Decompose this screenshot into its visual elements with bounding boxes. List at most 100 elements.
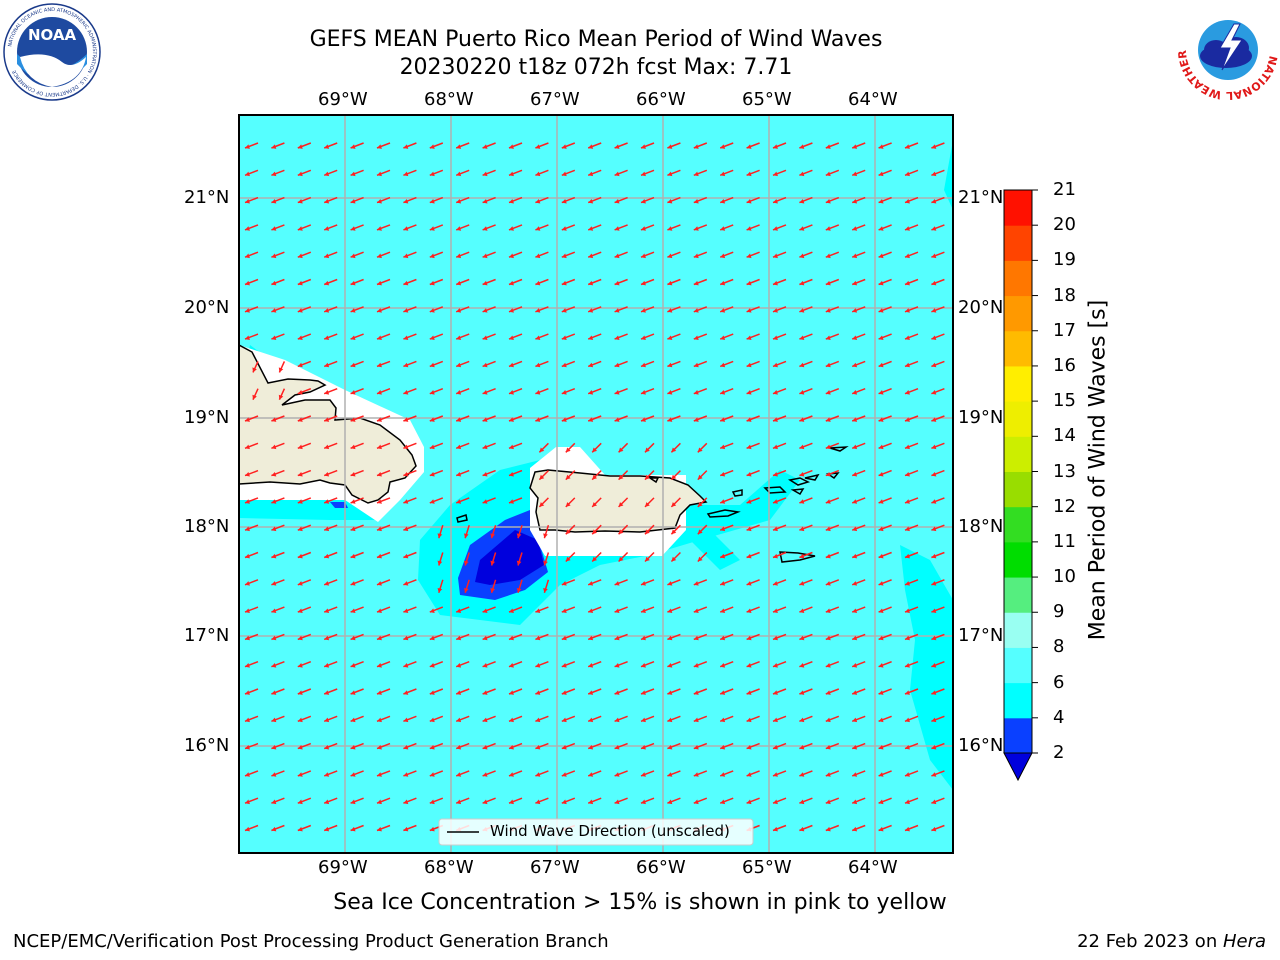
wind-arrow-head xyxy=(773,308,778,313)
wind-arrow-head xyxy=(561,253,567,259)
wind-arrow-head xyxy=(905,744,910,750)
lon-label-bottom: 66°W xyxy=(636,857,686,878)
colorbar-tick-label: 8 xyxy=(1053,636,1065,658)
wind-arrow-head xyxy=(271,471,277,477)
colorbar-under-triangle xyxy=(1003,752,1033,782)
wind-arrow-head xyxy=(825,553,831,559)
wind-arrow-head xyxy=(403,335,409,340)
nws-logo: NATIONAL WEATHER SERVICE xyxy=(1176,0,1280,100)
wind-arrow-head xyxy=(799,772,805,777)
wind-arrow-head xyxy=(697,502,703,507)
wind-arrow-head xyxy=(297,198,303,204)
wind-arrow-head xyxy=(667,690,673,695)
wind-arrow-head xyxy=(931,335,937,340)
wind-arrow-head xyxy=(641,362,646,368)
wind-arrow-head xyxy=(516,587,522,593)
wind-arrow-head xyxy=(799,335,805,340)
wind-arrow-head xyxy=(746,635,752,641)
wind-arrow-head xyxy=(645,447,650,453)
wind-arrow-head xyxy=(271,335,277,340)
legend-box xyxy=(438,818,754,846)
wind-arrow-head xyxy=(271,171,277,177)
wind-arrow-head xyxy=(592,474,597,480)
wind-arrow-head xyxy=(271,444,277,450)
wind-arrow-head xyxy=(852,690,858,695)
wind-arrow-head xyxy=(377,526,382,532)
wind-arrow-head xyxy=(543,587,548,593)
wind-arrow-head xyxy=(799,417,805,422)
wind-arrow-head xyxy=(878,144,884,149)
wind-arrow-head xyxy=(693,772,699,777)
wind-arrow-head xyxy=(350,226,356,231)
wind-arrow-head xyxy=(825,772,831,777)
lat-label-right: 16°N xyxy=(958,735,1004,756)
wind-arrow-head xyxy=(720,499,726,504)
wind-arrow-head xyxy=(825,444,831,450)
wind-arrow-head xyxy=(588,253,594,259)
wind-arrow-head xyxy=(429,280,435,286)
lat-label-left: 21°N xyxy=(184,187,230,208)
wind-arrow-head xyxy=(693,417,699,422)
wind-arrow-head xyxy=(324,499,330,504)
wind-arrow-head xyxy=(482,390,488,395)
wind-arrow-head xyxy=(324,826,330,832)
wind-arrow-head xyxy=(324,663,330,668)
wind-arrow-head xyxy=(482,499,488,504)
wind-arrow-head xyxy=(720,772,726,777)
wind-arrow-head xyxy=(350,663,356,668)
wind-arrow-head xyxy=(456,144,462,149)
wind-arrow-head xyxy=(773,335,778,340)
wind-arrow-head xyxy=(799,526,805,532)
wind-arrow-head xyxy=(245,553,250,559)
wind-arrow-head xyxy=(588,171,594,177)
wind-arrow-head xyxy=(773,226,778,231)
wind-arrow-head xyxy=(667,581,673,586)
wind-arrow-head xyxy=(825,417,831,422)
wind-arrow-head xyxy=(799,608,805,613)
wind-arrow-head xyxy=(271,417,277,422)
wind-arrow-head xyxy=(931,280,937,286)
wind-arrow-head xyxy=(720,198,726,204)
wind-arrow-head xyxy=(539,474,545,480)
wind-arrow-head xyxy=(456,171,462,177)
wind-arrow-head xyxy=(878,690,884,695)
wind-arrow-head xyxy=(878,308,884,313)
wind-arrow-head xyxy=(878,198,884,204)
wind-arrow-head xyxy=(482,471,488,477)
wind-arrow-head xyxy=(878,553,884,559)
wind-arrow-head xyxy=(931,717,937,723)
wind-arrow-head xyxy=(852,417,858,422)
wind-arrow-head xyxy=(773,253,778,259)
wind-arrow-head xyxy=(693,744,699,750)
wind-arrow-head xyxy=(852,335,858,340)
wind-arrow-head xyxy=(799,799,805,805)
wind-arrow-head xyxy=(350,444,356,450)
wind-arrow-head xyxy=(509,362,514,368)
wind-arrow-head xyxy=(429,663,435,668)
wind-arrow-head xyxy=(592,502,597,507)
wind-arrow-head xyxy=(852,717,858,723)
wind-arrow-head xyxy=(878,744,884,750)
lat-label-right: 17°N xyxy=(958,625,1004,646)
wind-arrow-head xyxy=(905,553,910,559)
wind-arrow-head xyxy=(746,390,752,395)
wind-arrow-head xyxy=(799,171,805,177)
wind-arrow-head xyxy=(350,826,356,832)
lon-label-top: 69°W xyxy=(318,89,368,110)
wind-arrow-head xyxy=(245,526,250,532)
colorbar-swatch xyxy=(1004,541,1032,578)
wind-arrow-head xyxy=(350,335,356,340)
wind-arrow-head xyxy=(509,608,514,613)
wind-arrow-head xyxy=(516,533,522,539)
wind-arrow-head xyxy=(852,663,858,668)
wind-arrow-head xyxy=(720,663,726,668)
wind-arrow-head xyxy=(773,663,778,668)
wind-arrow-head xyxy=(618,502,624,507)
wind-arrow-head xyxy=(852,526,858,532)
wind-arrow-head xyxy=(773,362,778,368)
wind-arrow-head xyxy=(456,280,462,286)
wind-arrow-head xyxy=(693,635,699,641)
wind-arrow-head xyxy=(667,772,673,777)
wind-arrow-head xyxy=(746,499,752,504)
wind-arrow-head xyxy=(535,663,541,668)
